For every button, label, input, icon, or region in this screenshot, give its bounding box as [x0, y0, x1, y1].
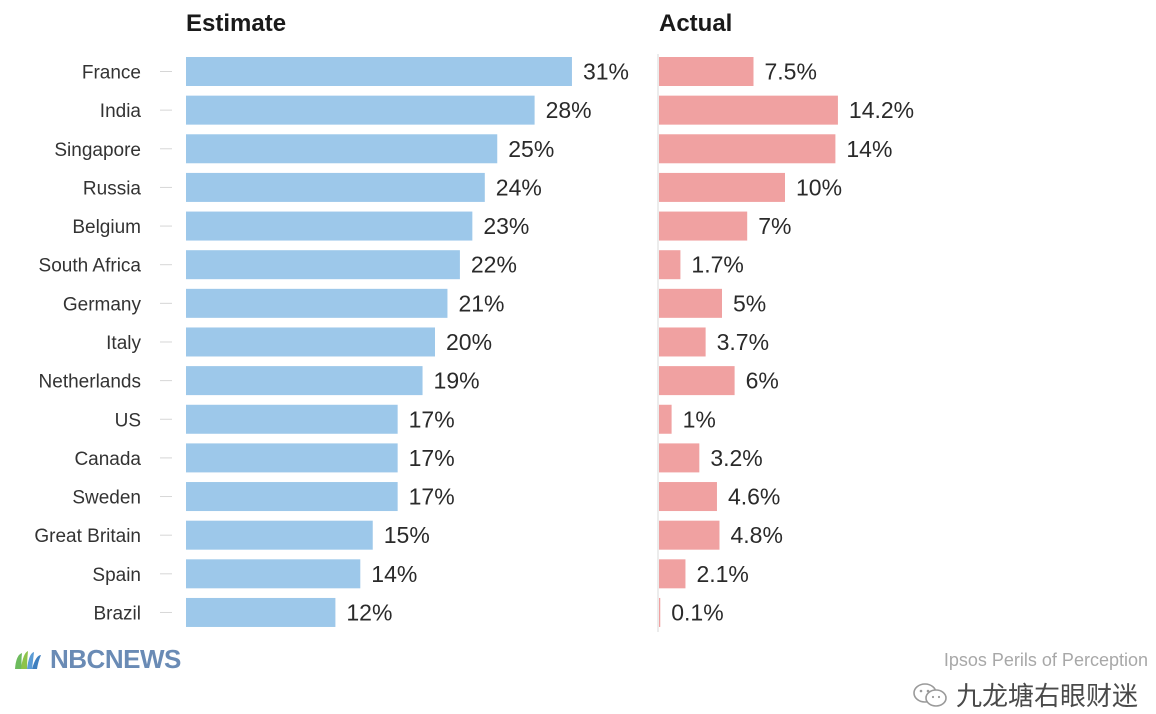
data-label-estimate-sweden: 17%: [409, 484, 455, 510]
data-label-estimate-italy: 20%: [446, 329, 492, 355]
nbc-news-logo: NBCNEWS: [12, 644, 181, 675]
bar-actual-netherlands: [659, 366, 735, 396]
data-label-actual-netherlands: 6%: [746, 368, 779, 394]
category-label-singapore: Singapore: [54, 140, 141, 161]
data-label-estimate-brazil: 12%: [346, 599, 392, 625]
bar-actual-italy: [659, 327, 706, 357]
category-label-spain: Spain: [92, 565, 141, 586]
bar-actual-belgium: [659, 211, 748, 241]
data-label-estimate-great-britain: 15%: [384, 522, 430, 548]
category-label-italy: Italy: [106, 333, 141, 354]
category-label-germany: Germany: [63, 294, 142, 315]
category-label-sweden: Sweden: [72, 488, 141, 509]
data-label-actual-france: 7.5%: [765, 59, 817, 85]
data-label-estimate-germany: 21%: [458, 290, 504, 316]
bar-estimate-india: [186, 95, 535, 125]
data-label-estimate-us: 17%: [409, 406, 455, 432]
panel-header-actual: Actual: [659, 10, 732, 37]
panel-header-estimate: Estimate: [186, 10, 286, 37]
data-label-estimate-russia: 24%: [496, 174, 542, 200]
data-label-actual-south-africa: 1.7%: [691, 252, 743, 278]
category-label-russia: Russia: [83, 178, 142, 199]
data-label-estimate-belgium: 23%: [483, 213, 529, 239]
bar-actual-sweden: [659, 482, 717, 512]
bar-actual-spain: [659, 559, 686, 589]
data-label-actual-russia: 10%: [796, 174, 842, 200]
category-label-india: India: [100, 101, 142, 122]
category-label-brazil: Brazil: [93, 603, 141, 624]
category-label-south-africa: South Africa: [39, 256, 142, 277]
bar-estimate-brazil: [186, 597, 336, 627]
bar-estimate-russia: [186, 172, 485, 202]
bar-estimate-belgium: [186, 211, 473, 241]
bar-actual-russia: [659, 172, 785, 202]
data-label-actual-india: 14.2%: [849, 97, 914, 123]
bar-estimate-singapore: [186, 134, 498, 164]
bar-estimate-canada: [186, 443, 398, 473]
data-label-estimate-netherlands: 19%: [434, 368, 480, 394]
category-label-belgium: Belgium: [72, 217, 141, 238]
bar-estimate-netherlands: [186, 366, 423, 396]
data-label-actual-sweden: 4.6%: [728, 484, 780, 510]
bar-actual-singapore: [659, 134, 836, 164]
peacock-icon: [15, 650, 41, 669]
data-label-actual-brazil: 0.1%: [671, 599, 723, 625]
bar-actual-india: [659, 95, 838, 125]
category-label-netherlands: Netherlands: [39, 372, 141, 393]
bar-actual-brazil: [659, 597, 661, 627]
wechat-icon: [913, 682, 947, 707]
data-label-estimate-singapore: 25%: [508, 136, 554, 162]
bar-estimate-south-africa: [186, 250, 460, 280]
data-label-actual-italy: 3.7%: [717, 329, 769, 355]
data-label-actual-great-britain: 4.8%: [730, 522, 782, 548]
data-label-actual-belgium: 7%: [758, 213, 791, 239]
data-label-actual-canada: 3.2%: [710, 445, 762, 471]
data-label-estimate-india: 28%: [546, 97, 592, 123]
bar-estimate-germany: [186, 288, 448, 318]
data-label-actual-us: 1%: [683, 406, 716, 432]
bar-estimate-great-britain: [186, 520, 373, 550]
bar-estimate-italy: [186, 327, 435, 357]
brand-name: NBCNEWS: [50, 644, 181, 674]
chart-canvas: Estimate Actual France 31% 7.5% India 28% 14.2%…: [34, 10, 914, 632]
bar-actual-germany: [659, 288, 722, 318]
category-label-france: France: [82, 63, 141, 84]
data-label-actual-germany: 5%: [733, 290, 766, 316]
category-label-canada: Canada: [74, 449, 141, 470]
data-label-estimate-canada: 17%: [409, 445, 455, 471]
bar-actual-canada: [659, 443, 700, 473]
watermark-text: 九龙塘右眼财迷: [955, 682, 1138, 712]
category-label-us: US: [115, 410, 141, 431]
bar-actual-france: [659, 57, 754, 86]
bar-actual-us: [659, 404, 672, 434]
watermark: 九龙塘右眼财迷: [912, 676, 1138, 713]
bar-estimate-spain: [186, 559, 361, 589]
bar-actual-south-africa: [659, 250, 681, 280]
data-label-actual-spain: 2.1%: [696, 561, 748, 587]
data-label-actual-singapore: 14%: [846, 136, 892, 162]
bar-estimate-us: [186, 404, 398, 434]
data-label-estimate-south-africa: 22%: [471, 252, 517, 278]
bar-actual-great-britain: [659, 520, 720, 550]
data-label-estimate-spain: 14%: [371, 561, 417, 587]
bar-estimate-france: [186, 57, 572, 86]
category-label-great-britain: Great Britain: [34, 526, 141, 547]
data-label-estimate-france: 31%: [583, 59, 629, 85]
source-credit: Ipsos Perils of Perception: [943, 650, 1148, 670]
bar-estimate-sweden: [186, 482, 398, 512]
